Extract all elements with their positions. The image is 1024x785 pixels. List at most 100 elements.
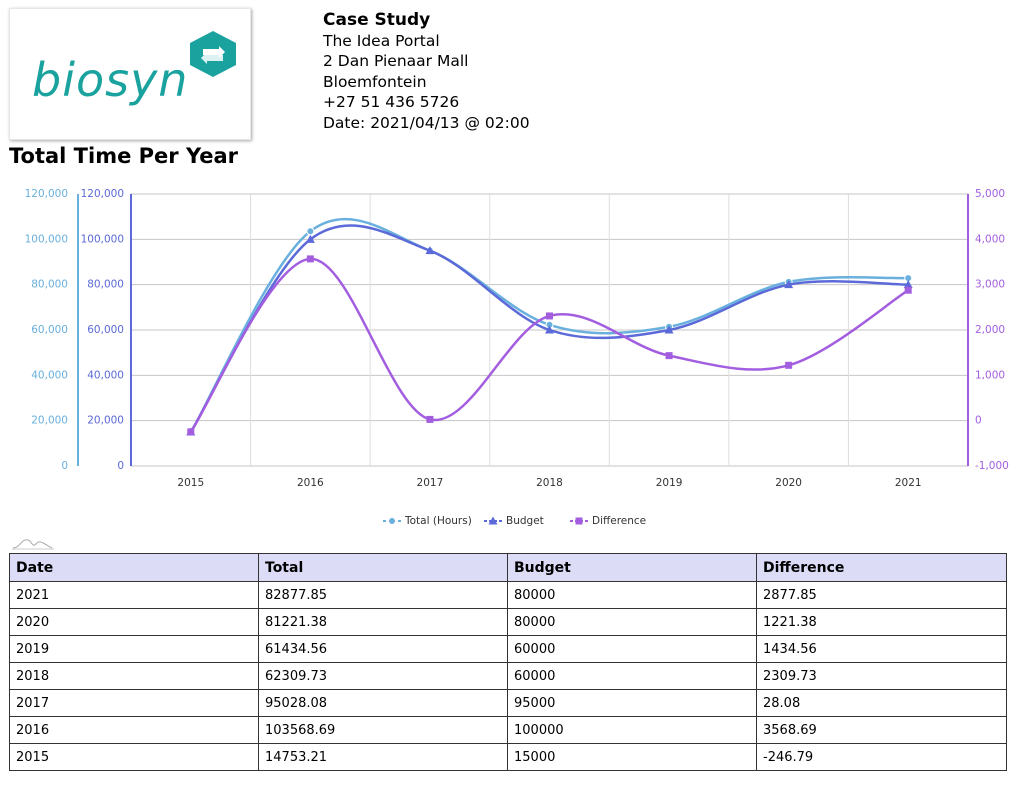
y-tick-left-inner: 100,000 xyxy=(81,233,124,245)
y-tick-left-outer: 40,000 xyxy=(31,369,68,381)
table-cell: 62309.73 xyxy=(258,662,508,690)
table-cell: -246.79 xyxy=(756,743,1007,771)
data-point-triangle xyxy=(305,234,315,243)
data-point-square xyxy=(904,286,912,294)
table-cell: 2021 xyxy=(9,581,259,609)
data-point-triangle xyxy=(784,280,794,289)
header-phone: +27 51 436 5726 xyxy=(323,93,460,111)
data-table: Date Total Budget Difference 2021 82877.8… xyxy=(9,553,1007,771)
logo-text: biosyn xyxy=(32,53,189,107)
table-cell: 2020 xyxy=(9,608,259,636)
y-tick-left-outer: 60,000 xyxy=(31,324,68,336)
table-cell: 1434.56 xyxy=(756,635,1007,663)
table-cell: 2018 xyxy=(9,662,259,690)
y-tick-right: 4,000 xyxy=(975,233,1005,245)
table-cell: 60000 xyxy=(507,635,757,663)
x-tick-label: 2018 xyxy=(536,477,563,489)
x-tick-label: 2015 xyxy=(177,477,204,489)
header-date: Date: 2021/04/13 @ 02:00 xyxy=(323,113,530,132)
y-tick-left-outer: 20,000 xyxy=(31,415,68,427)
data-point-square xyxy=(546,312,553,320)
data-point-triangle xyxy=(903,280,913,289)
header-address: 2 Dan Pienaar Mall xyxy=(323,52,469,70)
header-title: Case Study xyxy=(323,10,431,30)
hexagon-logo-icon xyxy=(190,31,236,77)
table-cell: 3568.69 xyxy=(756,716,1007,744)
y-tick-left-inner: 60,000 xyxy=(87,324,124,336)
table-cell: 15000 xyxy=(507,743,757,771)
table-cell: 103568.69 xyxy=(258,716,508,744)
legend-marker xyxy=(575,517,583,525)
table-row: 2017 95028.08 95000 28.08 xyxy=(9,689,1007,717)
y-tick-left-outer: 100,000 xyxy=(25,233,68,245)
header-total: Total xyxy=(258,553,508,582)
y-tick-right: 5,000 xyxy=(975,188,1005,200)
legend-marker xyxy=(488,516,498,525)
data-point-square xyxy=(426,415,434,423)
series-line-0 xyxy=(189,217,909,434)
data-point-square xyxy=(306,255,314,263)
table-row: 2020 81221.38 80000 1221.38 xyxy=(9,608,1007,636)
table-cell: 100000 xyxy=(507,716,757,744)
y-tick-right: 3,000 xyxy=(975,279,1005,291)
page-title: Total Time Per Year xyxy=(9,144,238,168)
y-tick-left-inner: 40,000 xyxy=(87,369,124,381)
data-point-triangle xyxy=(425,246,435,255)
y-tick-left-inner: 120,000 xyxy=(81,188,124,200)
table-header-row: Date Total Budget Difference xyxy=(9,553,1007,582)
report-header: Case Study The Idea Portal 2 Dan Pienaar… xyxy=(323,10,530,133)
table-row: 2018 62309.73 60000 2309.73 xyxy=(9,662,1007,690)
table-cell: 2017 xyxy=(9,689,259,717)
legend-label: Total (Hours) xyxy=(404,515,472,527)
table-cell: 1221.38 xyxy=(756,608,1007,636)
y-tick-right: 2,000 xyxy=(975,324,1005,336)
y-tick-right: 0 xyxy=(975,415,982,427)
y-tick-left-outer: 80,000 xyxy=(31,279,68,291)
y-tick-left-outer: 0 xyxy=(61,460,68,472)
table-row: 2019 61434.56 60000 1434.56 xyxy=(9,635,1007,663)
y-tick-left-inner: 0 xyxy=(117,460,124,472)
table-cell: 28.08 xyxy=(756,689,1007,717)
data-point-square xyxy=(785,361,793,369)
legend-label: Difference xyxy=(592,515,646,527)
table-row: 2015 14753.21 15000 -246.79 xyxy=(9,743,1007,771)
data-point-triangle xyxy=(545,325,554,334)
table-cell: 95000 xyxy=(507,689,757,717)
data-point-square xyxy=(665,352,673,360)
table-cell: 2015 xyxy=(9,743,259,771)
header-date: Date xyxy=(9,553,259,582)
y-tick-left-inner: 80,000 xyxy=(87,279,124,291)
table-row: 2021 82877.85 80000 2877.85 xyxy=(9,581,1007,609)
header-difference: Difference xyxy=(756,553,1007,582)
y-tick-left-inner: 20,000 xyxy=(87,415,124,427)
x-tick-label: 2016 xyxy=(297,477,324,489)
table-cell: 61434.56 xyxy=(258,635,508,663)
header-city: Bloemfontein xyxy=(323,72,427,91)
x-tick-label: 2021 xyxy=(895,477,922,489)
x-tick-label: 2020 xyxy=(775,477,802,489)
table-cell: 80000 xyxy=(507,581,757,609)
table-cell: 80000 xyxy=(507,608,757,636)
series-line-2 xyxy=(189,257,909,433)
table-cell: 2309.73 xyxy=(756,662,1007,690)
table-cell: 81221.38 xyxy=(258,608,508,636)
table-cell: 2877.85 xyxy=(756,581,1007,609)
table-cell: 14753.21 xyxy=(258,743,508,771)
mini-chart-icon xyxy=(12,539,54,550)
series-line-1 xyxy=(189,224,909,433)
data-point-square xyxy=(187,428,195,436)
table-row: 2016 103568.69 100000 3568.69 xyxy=(9,716,1007,744)
x-tick-label: 2019 xyxy=(656,477,683,489)
legend-marker xyxy=(388,517,396,525)
company-logo: biosyn xyxy=(9,8,251,140)
data-point-circle xyxy=(306,227,315,236)
y-tick-right: 1,000 xyxy=(975,369,1005,381)
data-point-triangle xyxy=(664,325,674,334)
x-tick-label: 2017 xyxy=(417,477,444,489)
header-budget: Budget xyxy=(507,553,757,582)
line-chart: 0 0 -1,000 20,000 20,000 0 40,000 40,000 1,000 60… xyxy=(25,188,1009,527)
table-cell: 2019 xyxy=(9,635,259,663)
table-cell: 60000 xyxy=(507,662,757,690)
table-cell: 2016 xyxy=(9,716,259,744)
header-company: The Idea Portal xyxy=(323,31,440,50)
